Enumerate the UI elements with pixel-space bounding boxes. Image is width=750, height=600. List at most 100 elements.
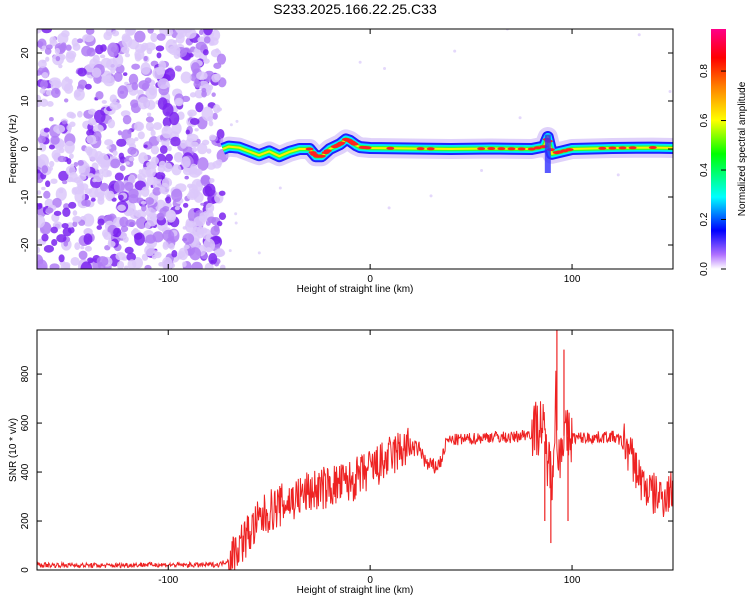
noise-blob — [45, 207, 54, 214]
noise-blob — [107, 240, 116, 248]
noise-speck — [480, 168, 484, 172]
noise-blob — [95, 90, 104, 100]
noise-blob — [159, 145, 168, 154]
noise-blob — [208, 253, 218, 265]
noise-blob — [86, 129, 94, 137]
noise-blob — [74, 242, 81, 250]
snr-panel: -100 0 100 0 200 400 600 800 Height of straight… — [8, 329, 674, 596]
noise-blob — [81, 199, 88, 207]
noise-blob — [190, 62, 200, 74]
noise-blob — [87, 117, 96, 126]
noise-blob — [67, 78, 73, 85]
noise-blob — [127, 259, 137, 269]
noise-blob — [200, 174, 211, 187]
noise-blob — [206, 162, 216, 170]
noise-blob — [38, 202, 43, 208]
noise-blob — [85, 83, 92, 90]
noise-blob — [201, 106, 214, 122]
y-tick-label: 20 — [20, 47, 31, 59]
noise-blob — [136, 173, 146, 180]
noise-blob — [72, 210, 78, 216]
noise-speck — [235, 119, 239, 123]
noise-blob — [170, 136, 181, 147]
y-tick-label: -20 — [20, 237, 31, 252]
noise-blob — [209, 178, 215, 183]
colorbar: 0.0 0.2 0.4 0.6 0.8 Normalized spectral ampl… — [699, 29, 748, 276]
noise-blob — [147, 29, 154, 34]
snr-frame — [36, 329, 674, 571]
noise-speck — [234, 221, 238, 225]
y-tick-label: 600 — [20, 414, 31, 431]
noise-blob — [191, 261, 203, 269]
noise-blob — [37, 246, 41, 254]
noise-blob — [138, 80, 150, 90]
noise-blob — [48, 117, 54, 122]
x-tick-label: 100 — [564, 274, 581, 285]
noise-blob — [169, 263, 176, 269]
noise-blob — [99, 182, 109, 192]
noise-blob — [169, 111, 180, 126]
noise-blob — [73, 161, 79, 167]
y-tick-label: 0 — [20, 146, 31, 152]
noise-blob — [107, 42, 119, 58]
snr-axes: -100 0 100 0 200 400 600 800 — [20, 330, 673, 586]
snr-y-label: SNR (10 * v/v) — [8, 418, 19, 482]
noise-blob — [69, 153, 74, 159]
noise-blob — [134, 137, 139, 142]
noise-blob — [216, 129, 225, 140]
noise-blob — [140, 200, 147, 205]
ridge-peak — [517, 147, 526, 151]
noise-blob — [216, 53, 227, 65]
ridge-peak — [317, 154, 326, 158]
spectrogram-x-label: Height of straight line (km) — [297, 284, 414, 295]
noise-blob — [163, 162, 173, 173]
noise-blob — [145, 87, 158, 100]
noise-blob — [54, 47, 60, 55]
noise-blob — [49, 263, 60, 269]
ridge-peak — [426, 147, 435, 151]
noise-blob — [190, 141, 199, 148]
noise-blob — [67, 226, 75, 234]
noise-blob — [37, 70, 42, 76]
noise-blob — [76, 179, 84, 187]
noise-blob — [206, 148, 212, 154]
noise-blob — [161, 177, 173, 188]
noise-blob — [177, 29, 187, 38]
noise-blob — [92, 124, 104, 134]
noise-blob — [41, 29, 53, 34]
noise-speck — [429, 194, 433, 198]
ridge-peak — [487, 147, 496, 151]
noise-blob — [125, 219, 137, 227]
noise-blob — [77, 159, 84, 166]
noise-blob — [157, 97, 168, 110]
noise-blob — [57, 32, 69, 45]
y-tick-label: 400 — [20, 463, 31, 480]
noise-blob — [191, 241, 197, 247]
noise-blob — [50, 135, 60, 145]
x-tick-label: 0 — [367, 575, 373, 586]
noise-blob — [77, 79, 88, 89]
noise-blob — [66, 158, 72, 165]
noise-blob — [68, 201, 77, 209]
noise-blob — [61, 120, 68, 125]
noise-blob — [184, 29, 197, 39]
noise-blob — [41, 72, 49, 79]
noise-blob — [171, 188, 183, 202]
noise-blob — [125, 161, 130, 166]
noise-blob — [82, 213, 95, 227]
noise-blob — [84, 245, 92, 252]
noise-blob — [193, 80, 201, 88]
noise-blob — [145, 164, 157, 178]
noise-blob — [117, 204, 126, 212]
noise-blob — [197, 36, 207, 44]
noise-blob — [134, 52, 142, 62]
noise-blob — [111, 197, 117, 202]
noise-blob — [119, 90, 125, 94]
noise-blob — [162, 206, 170, 212]
noise-blob — [72, 215, 82, 223]
noise-blob — [162, 241, 169, 250]
noise-blob — [156, 212, 165, 221]
noise-blob — [189, 92, 197, 98]
noise-speck — [229, 123, 233, 127]
noise-blob — [145, 234, 157, 244]
